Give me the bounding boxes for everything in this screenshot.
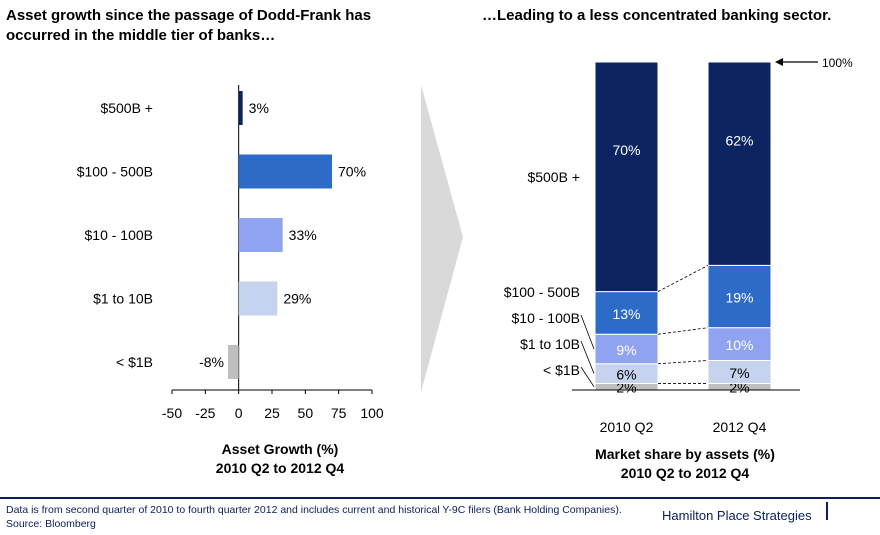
footer-divider (0, 497, 880, 499)
left-bar (228, 345, 239, 379)
stack-value-label: 7% (729, 365, 749, 381)
left-x-axis-title-line2: 2010 Q2 to 2012 Q4 (215, 460, 345, 476)
stack-value-label: 9% (616, 342, 636, 358)
footer-source-note: Data is from second quarter of 2010 to f… (6, 504, 622, 530)
total-annotation-label: 100% (822, 56, 853, 70)
left-category-label: $1 to 10B (93, 291, 153, 307)
left-x-tick-label: -50 (162, 405, 182, 421)
series-leader-line (580, 340, 595, 374)
left-value-label: -8% (199, 354, 224, 370)
right-x-axis-title-line1: Market share by assets (%) (595, 446, 775, 462)
left-x-tick-label: 0 (235, 405, 243, 421)
right-series-label: $1 to 10B (520, 336, 580, 352)
left-bar (238, 154, 332, 189)
left-category-label: $10 - 100B (85, 227, 154, 243)
left-bar (238, 91, 243, 125)
left-category-label: $100 - 500B (77, 164, 153, 180)
right-x-axis-title-line2: 2010 Q2 to 2012 Q4 (620, 465, 750, 481)
right-series-label: $10 - 100B (512, 310, 581, 326)
left-value-label: 33% (289, 227, 317, 243)
left-category-label: < $1B (116, 354, 153, 370)
market-share-stacked-chart: 2%6%9%13%70%2010 Q22%7%10%19%62%2012 Q4<… (504, 56, 853, 435)
left-x-tick-label: -25 (195, 405, 215, 421)
right-category-label: 2012 Q4 (713, 419, 767, 435)
stack-value-label: 6% (616, 367, 636, 383)
right-series-label: $500B + (527, 169, 580, 185)
series-leader-line (580, 366, 595, 387)
transition-arrow (421, 85, 463, 392)
series-leader-line (580, 314, 595, 350)
asset-growth-bar-chart: $500B + 3% $100 - 500B 70% $10 - 100B 33% $1 t… (77, 85, 384, 421)
left-x-tick-label: 100 (360, 405, 384, 421)
total-arrow-head (775, 58, 783, 66)
stack-segment (594, 61, 659, 293)
left-x-tick-label: 25 (264, 405, 280, 421)
footer-brand-bar (826, 502, 828, 520)
segment-connector (657, 327, 709, 335)
segment-connector (657, 360, 709, 365)
stack-value-label: 10% (725, 337, 753, 353)
stack-value-label: 62% (725, 132, 753, 148)
segment-connector (657, 265, 709, 292)
left-x-axis-title: Asset Growth (%) 2010 Q2 to 2012 Q4 (180, 440, 380, 478)
right-x-axis-title: Market share by assets (%) 2010 Q2 to 20… (560, 445, 810, 483)
left-x-tick-label: 75 (331, 405, 347, 421)
left-bar (238, 281, 278, 316)
stack-segment (707, 264, 772, 329)
stack-segment (707, 327, 772, 361)
right-series-label: < $1B (543, 362, 580, 378)
right-category-label: 2010 Q2 (600, 419, 654, 435)
stack-value-label: 70% (612, 142, 640, 158)
left-bar (238, 218, 283, 252)
right-chart-title: …Leading to a less concentrated banking … (482, 7, 832, 24)
stack-segment (707, 61, 772, 266)
left-x-tick-label: 50 (298, 405, 314, 421)
left-value-label: 29% (283, 291, 311, 307)
stack-value-label: 19% (725, 290, 753, 306)
stack-segment (594, 291, 659, 335)
stack-value-label: 13% (612, 306, 640, 322)
left-value-label: 3% (249, 100, 269, 116)
charts-canvas: $500B + 3% $100 - 500B 70% $10 - 100B 33% $1 t… (77, 56, 853, 435)
left-chart-title: Asset growth since the passage of Dodd-F… (6, 7, 372, 44)
footer-brand-name: Hamilton Place Strategies (662, 508, 812, 523)
left-category-label: $500B + (100, 100, 153, 116)
left-x-axis-title-line1: Asset Growth (%) (221, 441, 339, 457)
right-series-label: $100 - 500B (504, 284, 580, 300)
left-value-label: 70% (338, 164, 366, 180)
